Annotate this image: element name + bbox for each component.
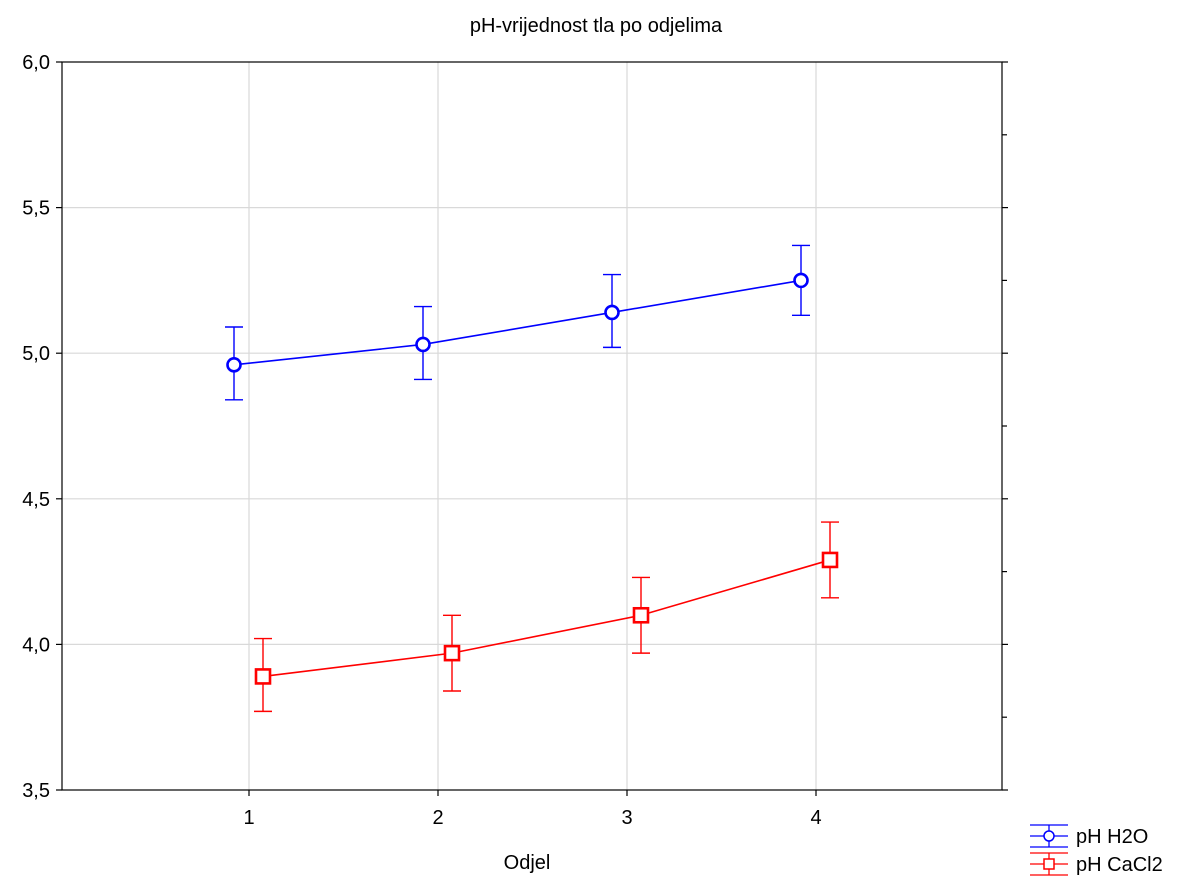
data-point (793, 272, 809, 289)
plot-frame (61, 61, 1003, 791)
legend-item-1: pH H2O (1030, 824, 1148, 848)
legend: pH H2O pH CaCl2 (1030, 824, 1163, 876)
grid (62, 62, 1002, 790)
series-1 (225, 244, 810, 401)
legend-marker (1043, 858, 1055, 870)
legend-item-2: pH CaCl2 (1030, 852, 1163, 876)
series-line (262, 559, 831, 678)
data-point (632, 606, 650, 624)
data-point (226, 357, 242, 373)
data-point (821, 551, 839, 569)
data-point (415, 336, 431, 353)
series-layer (225, 244, 839, 713)
data-point (254, 668, 272, 685)
data-point (604, 304, 620, 321)
y-tick-label: 5,0 (22, 343, 50, 365)
legend-label: pH H2O (1076, 826, 1148, 848)
y-tick-label: 3,5 (22, 780, 50, 802)
y-tick-label: 5,5 (22, 198, 50, 220)
legend-label: pH CaCl2 (1076, 854, 1163, 876)
chart-title: pH-vrijednost tla po odjelima (470, 15, 723, 37)
series-2 (254, 521, 839, 713)
series-line (233, 279, 802, 366)
y-tick-label: 6,0 (22, 52, 50, 74)
x-tick-label: 4 (810, 807, 821, 829)
x-tick-label: 3 (621, 807, 632, 829)
data-point (443, 644, 461, 662)
y-tick-label: 4,0 (22, 634, 50, 656)
x-axis-label: Odjel (504, 852, 551, 874)
y-tick-label: 4,5 (22, 489, 50, 511)
legend-marker (1043, 830, 1055, 842)
x-tick-label: 1 (243, 807, 254, 829)
axis-ticks: 3,5 4,0 4,5 5,0 5,5 6,0 1 2 3 4 (22, 52, 1008, 829)
x-tick-label: 2 (432, 807, 443, 829)
